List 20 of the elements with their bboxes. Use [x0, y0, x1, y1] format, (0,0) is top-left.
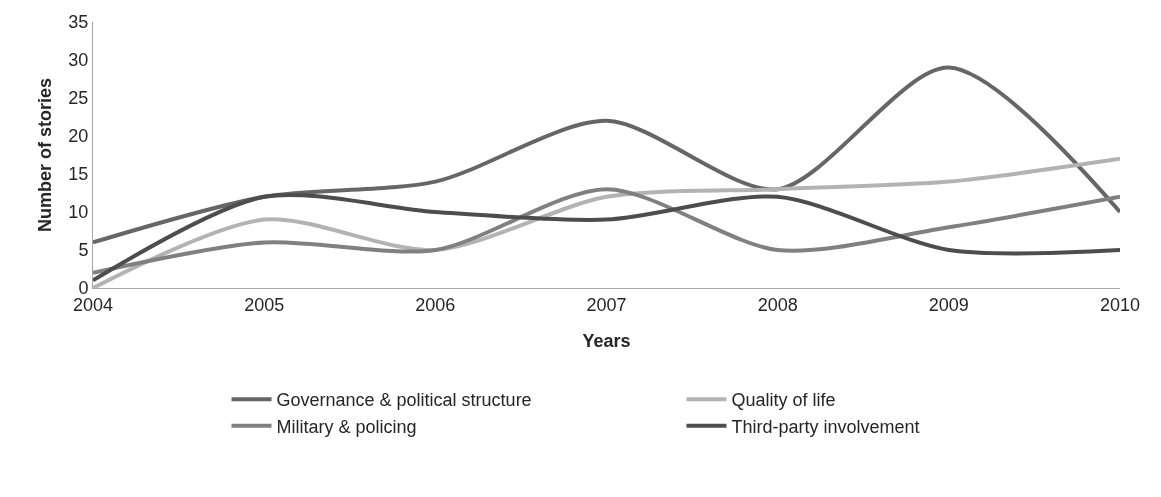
y-axis-title: Number of stories: [34, 77, 55, 233]
y-tick-label: 15: [68, 164, 89, 185]
line-series: [93, 65, 1120, 245]
y-tick-label: 20: [68, 126, 89, 147]
y-tick-label: 5: [78, 240, 89, 261]
x-tick-label: 2005: [244, 294, 285, 315]
x-tick-label: 2008: [757, 294, 798, 315]
y-tick-label: 30: [68, 50, 89, 71]
y-tick-label: 10: [68, 202, 89, 223]
y-tick-label: 25: [68, 88, 89, 109]
legend-label: Military & policing: [276, 416, 417, 437]
x-axis-title: Years: [582, 330, 631, 351]
x-tick-label: 2009: [928, 294, 969, 315]
legend-label: Third-party involvement: [731, 416, 920, 437]
legend-label: Governance & political structure: [276, 390, 532, 411]
legend-label: Quality of life: [731, 390, 836, 411]
x-tick-label: 2007: [586, 294, 627, 315]
x-tick-label: 2010: [1099, 294, 1141, 315]
x-tick-label: 2006: [415, 294, 456, 315]
y-tick-label: 35: [68, 12, 89, 33]
